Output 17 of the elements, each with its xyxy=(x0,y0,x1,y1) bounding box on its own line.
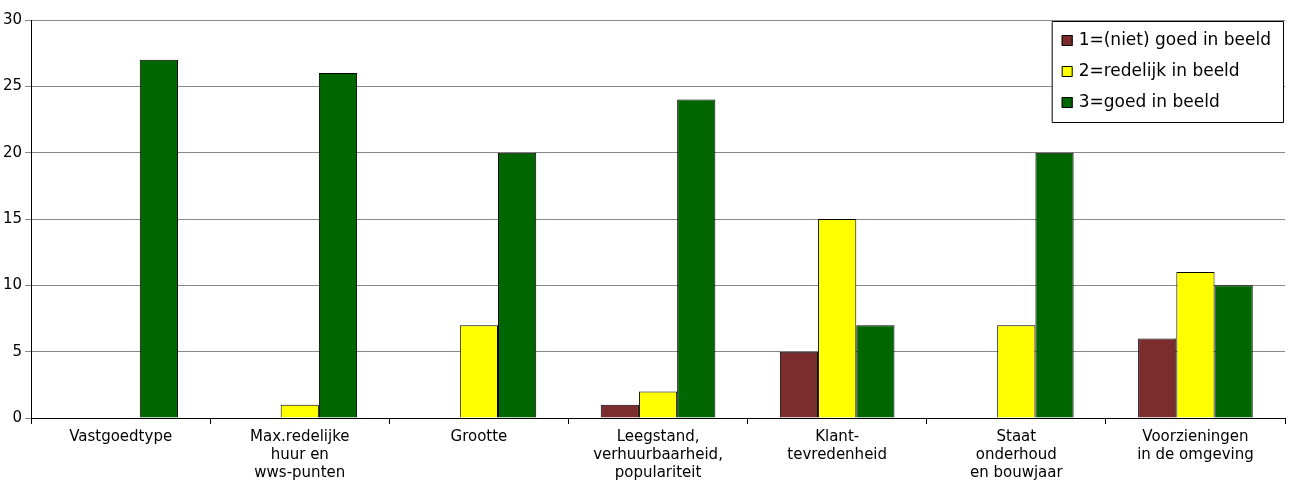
legend-label: 1=(niet) goed in beeld xyxy=(1078,28,1272,49)
x-tick-label: Klant- tevredenheid xyxy=(787,426,888,463)
x-tick-label: Voorzieningen in de omgeving xyxy=(1137,426,1254,463)
x-tick-label: Vastgoedtype xyxy=(69,426,173,445)
y-tick-label: 5 xyxy=(12,341,23,360)
legend-label: 3=goed in beeld xyxy=(1078,90,1220,111)
y-tick-label: 20 xyxy=(2,142,23,161)
y-tick-label: 15 xyxy=(2,208,23,227)
y-tick-label: 0 xyxy=(12,407,23,426)
y-tick-label: 30 xyxy=(2,9,23,28)
y-tick-label: 25 xyxy=(2,76,23,95)
legend-label: 2=redelijk in beeld xyxy=(1078,59,1240,80)
x-tick-label: Leegstand, verhuurbaarheid, populariteit xyxy=(593,426,723,481)
x-tick-label: Max.redelijke huur en wws-punten xyxy=(250,426,350,481)
x-tick-label: Grootte xyxy=(450,426,508,445)
x-tick-label: Staat onderhoud en bouwjaar xyxy=(969,426,1064,481)
y-tick-label: 10 xyxy=(2,275,23,294)
